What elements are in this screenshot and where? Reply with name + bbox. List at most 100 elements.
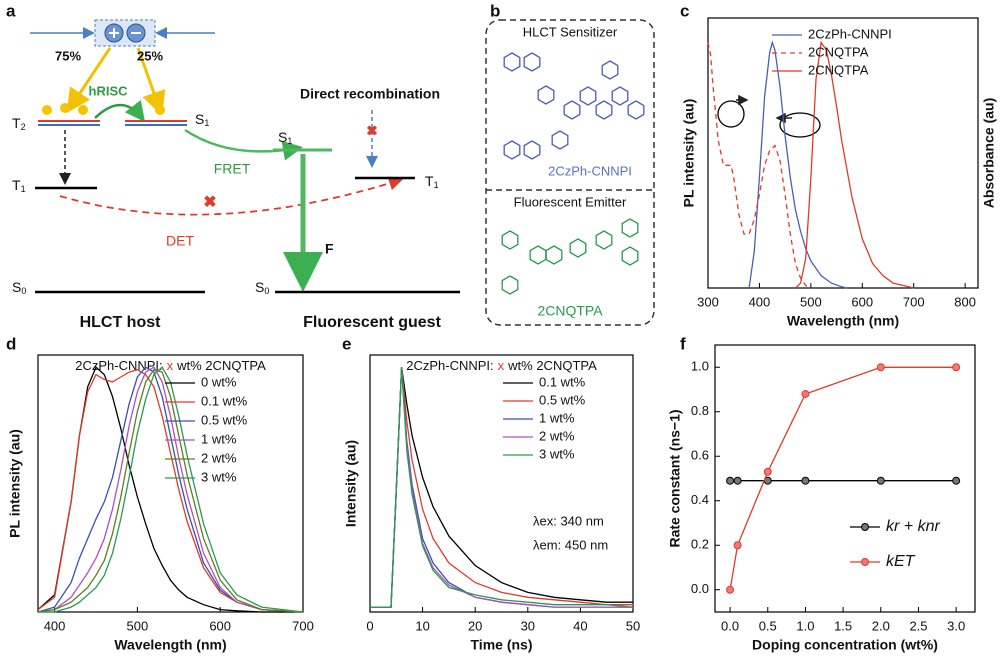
- molecule-name: 2CNQTPA: [537, 303, 603, 319]
- x-tick-label: 3.0: [947, 618, 965, 633]
- svg-text:✖: ✖: [366, 123, 378, 139]
- molecule: [503, 52, 645, 160]
- svg-text:✖: ✖: [203, 194, 216, 211]
- x-tick-label: 1.5: [834, 618, 852, 633]
- panel-label: e: [342, 334, 351, 353]
- x-tick-label: 2.5: [909, 618, 927, 633]
- legend-label: kr + knr: [886, 518, 940, 535]
- legend-label: 1 wt%: [201, 431, 237, 446]
- series-line: [729, 366, 957, 590]
- arrow: [59, 176, 404, 216]
- legend-marker: [861, 523, 869, 531]
- exciton-box: [94, 19, 156, 47]
- legend-label: 2CzPh-CNNPI: [808, 26, 892, 41]
- legend-marker: [861, 558, 869, 566]
- host-label: HLCT host: [80, 314, 162, 331]
- series-line: [37, 368, 304, 613]
- energy-diagram: 75% 25% hRISC T2 S1 FRET S1 T1 ✖ DET T1 …: [12, 19, 460, 331]
- series-line: [370, 367, 633, 608]
- x-tick-label: 400: [44, 618, 66, 633]
- chart-title: 2CzPh-CNNPI: x wt% 2CNQTPA: [75, 358, 266, 373]
- legend-label: 2 wt%: [539, 428, 575, 443]
- x-tick-label: 2.0: [872, 618, 890, 633]
- legend-label: 3 wt%: [539, 446, 575, 461]
- level-label: T1: [12, 177, 26, 195]
- panel-label: c: [680, 1, 689, 20]
- x-tick-label: 1.0: [796, 618, 814, 633]
- y-axis-label: Intensity (au): [343, 440, 359, 527]
- series-line: [37, 366, 303, 613]
- x-tick-label: 20: [468, 618, 482, 633]
- y-tick-label: 0.0: [691, 581, 709, 596]
- x-tick-label: 10: [415, 618, 429, 633]
- x-tick-label: 500: [800, 294, 822, 309]
- arrow: [136, 47, 166, 116]
- header: Fluorescent Emitter: [514, 194, 627, 209]
- y-axis-label: PL intensity (au): [7, 429, 23, 538]
- series-line: [37, 366, 304, 613]
- x-tick-label: 600: [851, 294, 873, 309]
- x-axis-label: Wavelength (nm): [114, 637, 226, 653]
- marker: [763, 467, 772, 476]
- x-tick-label: 0.0: [721, 618, 739, 633]
- x-tick-label: 0.5: [759, 618, 777, 633]
- level-label: S0: [255, 279, 269, 297]
- arrow: [66, 47, 112, 113]
- x-tick-label: 400: [749, 294, 771, 309]
- level-label: T1: [425, 173, 439, 191]
- plot-frame: [37, 354, 304, 613]
- marker: [952, 476, 961, 485]
- y2-axis-label: Absorbance (au): [981, 98, 997, 208]
- molecule-name: 2CzPh-CNNPI: [548, 163, 632, 178]
- panel-label: f: [680, 334, 686, 353]
- x-tick-label: 50: [626, 618, 640, 633]
- legend-label: 0.5 wt%: [539, 392, 586, 407]
- legend-label: kET: [886, 553, 916, 570]
- series-line: [37, 366, 304, 613]
- title-part: x: [498, 358, 505, 373]
- level-label: S0: [12, 279, 26, 297]
- title-part: wt% 2CNQTPA: [176, 358, 266, 373]
- series-line: [370, 367, 633, 608]
- marker: [876, 476, 885, 485]
- marker: [876, 363, 885, 372]
- percent-label: 75%: [55, 48, 81, 63]
- legend-label: 3 wt%: [201, 469, 237, 484]
- legend-label: 1 wt%: [539, 410, 575, 425]
- header: HLCT Sensitizer: [523, 24, 618, 39]
- plot-frame: [369, 354, 634, 613]
- legend-label: 2CNQTPA: [808, 44, 869, 59]
- x-axis-label: Wavelength (nm): [787, 313, 899, 329]
- series-line: [707, 42, 812, 289]
- marker: [733, 541, 742, 550]
- panel-label: b: [490, 1, 500, 20]
- y-tick-label: 1.0: [691, 359, 709, 374]
- hrisc-label: hRISC: [89, 83, 129, 98]
- series-line: [370, 367, 633, 608]
- x-tick-label: 800: [954, 294, 976, 309]
- legend-label: 0.5 wt%: [201, 412, 248, 427]
- x-tick-label: 300: [697, 294, 719, 309]
- series-line: [794, 40, 914, 289]
- axis-hint: [717, 94, 821, 138]
- y-tick-label: 0.2: [691, 537, 709, 552]
- x-axis-label: Doping concentration (wt%): [752, 637, 938, 653]
- y-tick-label: 0.8: [691, 403, 709, 418]
- marker: [726, 476, 735, 485]
- direct-label: Direct recombination: [300, 86, 440, 102]
- marker: [801, 389, 810, 398]
- annotation: λex: 340 nm: [533, 513, 604, 528]
- series-line: [370, 367, 633, 608]
- det-label: DET: [166, 233, 194, 249]
- series-line: [37, 368, 304, 613]
- x-tick-label: 600: [209, 618, 231, 633]
- legend-label: 2 wt%: [201, 450, 237, 465]
- panel-label: d: [6, 334, 16, 353]
- series-line: [38, 366, 304, 613]
- guest-label: Fluorescent guest: [303, 314, 441, 331]
- x-tick-label: 40: [573, 618, 587, 633]
- percent-label: 25%: [137, 48, 163, 63]
- level-label: S1: [278, 129, 292, 147]
- x-tick-label: 30: [521, 618, 535, 633]
